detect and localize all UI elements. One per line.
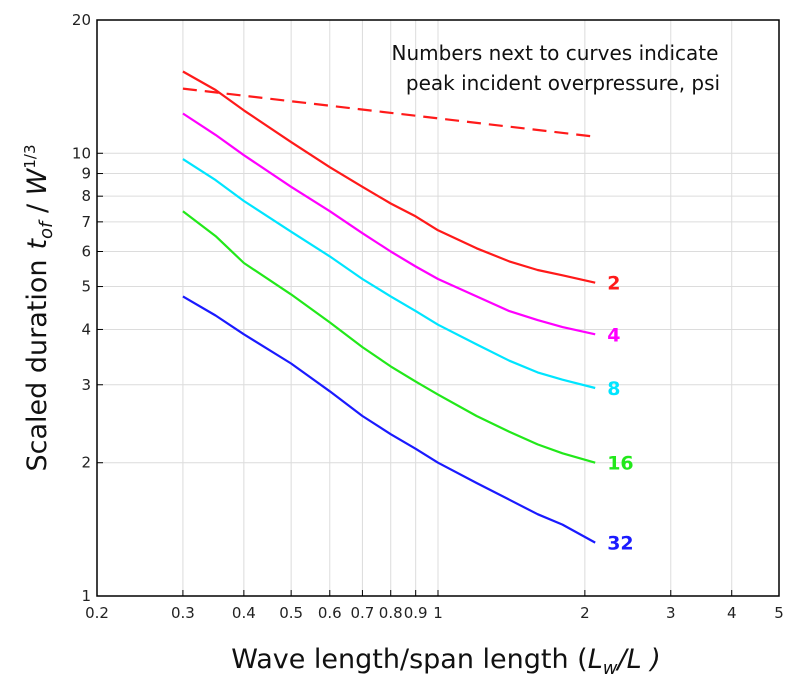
axis-ticks: 0.2 0.3 0.4 0.5 0.6 0.7 0.8 0.9 1 2 3 4 5 1 2 3 4 5 6 7 8 9 10…	[72, 11, 784, 622]
series-line-4	[182, 112, 596, 336]
y-tick-label-7: 8	[81, 187, 91, 205]
x-axis-title-tail: /L )	[616, 644, 661, 675]
series-label-2: 2	[607, 273, 620, 295]
y-axis-exponent: 1/3	[21, 144, 39, 168]
y-axis-title: Scaled duration tof / W1/3	[21, 144, 57, 471]
series-lines	[182, 70, 596, 544]
y-axis-mid: /	[22, 195, 53, 221]
x-tick-label-5: 0.7	[350, 604, 374, 622]
x-axis-subscript: w	[603, 658, 618, 679]
x-tick-label-3: 0.5	[279, 604, 303, 622]
y-tick-label-6: 7	[81, 213, 91, 231]
y-tick-label-5: 6	[81, 242, 91, 260]
series-labels: 2 4 8 16 32	[607, 273, 633, 555]
y-tick-label-0: 1	[81, 587, 91, 605]
x-axis-symbol: L	[588, 644, 603, 675]
y-axis-title-text: Scaled duration	[22, 260, 53, 472]
series-line-32	[182, 295, 596, 544]
x-tick-label-6: 0.8	[379, 604, 403, 622]
x-axis-title-text: Wave length/span length (	[231, 644, 587, 675]
y-tick-label-2: 3	[81, 376, 91, 394]
x-tick-label-2: 0.4	[232, 604, 256, 622]
y-tick-label-10: 20	[72, 11, 91, 29]
y-tick-label-1: 2	[81, 454, 91, 472]
series-label-4: 4	[607, 324, 620, 346]
y-tick-label-4: 5	[81, 278, 91, 296]
x-tick-label-8: 1	[433, 604, 443, 622]
series-line-2	[182, 70, 596, 284]
y-tick-label-9: 10	[72, 144, 91, 162]
x-tick-label-4: 0.6	[318, 604, 342, 622]
x-axis-title: Wave length/span length (Lw/L )	[231, 644, 661, 679]
y-axis-symbol: t	[22, 238, 53, 250]
y-axis-subscript: of	[36, 219, 57, 239]
series-label-16: 16	[607, 453, 633, 475]
series-label-8: 8	[607, 378, 620, 400]
x-tick-label-7: 0.9	[404, 604, 428, 622]
series-line-16	[182, 210, 596, 464]
y-tick-label-3: 4	[81, 320, 91, 338]
note-line-1: Numbers next to curves indicate	[392, 41, 719, 65]
x-tick-label-9: 2	[580, 604, 590, 622]
x-tick-label-10: 3	[666, 604, 676, 622]
x-tick-label-0: 0.2	[85, 604, 109, 622]
series-line-dashed	[182, 87, 596, 138]
series-label-32: 32	[607, 533, 633, 555]
x-tick-label-1: 0.3	[171, 604, 195, 622]
x-tick-label-12: 5	[774, 604, 784, 622]
series-line-8	[182, 158, 596, 390]
y-tick-label-8: 9	[81, 165, 91, 183]
grid	[96, 19, 780, 597]
note-line-2: peak incident overpressure, psi	[406, 71, 720, 95]
x-tick-label-11: 4	[727, 604, 737, 622]
y-axis-w: W	[22, 167, 53, 195]
